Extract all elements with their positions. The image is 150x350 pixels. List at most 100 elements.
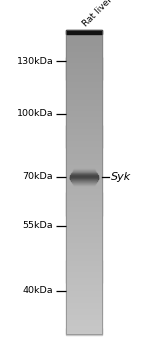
Bar xyxy=(66,85,102,87)
Bar xyxy=(66,82,102,83)
Bar xyxy=(66,279,102,280)
Bar xyxy=(72,172,96,173)
Bar xyxy=(66,298,102,299)
Bar xyxy=(66,100,102,101)
Bar xyxy=(66,312,102,313)
Bar xyxy=(66,126,102,127)
Bar xyxy=(66,153,102,154)
Bar xyxy=(66,106,102,107)
Bar xyxy=(66,128,102,130)
Bar xyxy=(72,181,96,182)
Bar xyxy=(66,83,102,84)
Bar xyxy=(66,258,102,259)
Bar xyxy=(66,192,102,194)
Bar xyxy=(66,43,102,44)
Bar xyxy=(66,189,102,190)
Bar xyxy=(66,297,102,298)
Bar xyxy=(66,133,102,135)
Bar xyxy=(66,129,102,131)
Bar xyxy=(66,149,102,151)
Bar xyxy=(66,103,102,104)
Bar xyxy=(66,303,102,304)
Bar xyxy=(66,174,102,175)
Bar xyxy=(66,32,102,33)
Text: Rat liver: Rat liver xyxy=(81,0,114,28)
Bar xyxy=(66,188,102,189)
Bar xyxy=(66,187,102,188)
Bar xyxy=(73,183,95,184)
Bar xyxy=(66,148,102,150)
Bar xyxy=(66,290,102,292)
Bar xyxy=(66,158,102,159)
Bar xyxy=(66,208,102,210)
Bar xyxy=(72,173,96,174)
Bar xyxy=(66,292,102,293)
Bar xyxy=(66,233,102,234)
Bar xyxy=(74,185,94,186)
Bar xyxy=(66,215,102,216)
Bar xyxy=(66,266,102,268)
Bar xyxy=(66,38,102,39)
Bar xyxy=(66,56,102,57)
Bar xyxy=(66,147,102,149)
Bar xyxy=(66,65,102,66)
Bar xyxy=(66,328,102,329)
Bar xyxy=(66,316,102,317)
Bar xyxy=(66,219,102,221)
Bar xyxy=(66,251,102,252)
Bar xyxy=(66,230,102,231)
Bar xyxy=(66,320,102,321)
Bar xyxy=(66,273,102,275)
Text: 130kDa: 130kDa xyxy=(16,57,53,66)
Bar xyxy=(66,86,102,88)
Bar xyxy=(66,98,102,99)
Bar xyxy=(66,270,102,272)
Bar xyxy=(66,115,102,116)
Bar xyxy=(70,177,98,178)
Bar xyxy=(66,205,102,207)
Bar xyxy=(66,66,102,68)
Bar xyxy=(66,204,102,206)
Bar xyxy=(66,203,102,205)
Bar xyxy=(66,41,102,42)
Bar xyxy=(66,121,102,122)
Bar xyxy=(66,280,102,282)
Bar xyxy=(66,281,102,283)
Bar xyxy=(66,97,102,98)
Bar xyxy=(66,302,102,303)
Bar xyxy=(66,112,102,113)
Bar xyxy=(73,170,95,171)
Bar xyxy=(66,186,102,188)
Bar xyxy=(66,33,102,34)
Bar xyxy=(66,110,102,111)
Bar xyxy=(66,194,102,196)
Bar xyxy=(66,69,102,71)
Bar xyxy=(66,91,102,92)
Bar xyxy=(66,169,102,170)
Bar xyxy=(66,201,102,203)
Bar xyxy=(66,172,102,173)
Bar xyxy=(66,92,102,93)
Text: 40kDa: 40kDa xyxy=(23,286,53,295)
Bar xyxy=(70,176,98,177)
Bar xyxy=(66,76,102,78)
Bar xyxy=(66,299,102,300)
Bar xyxy=(66,142,102,144)
Bar xyxy=(66,272,102,274)
Bar xyxy=(66,63,102,65)
Bar xyxy=(66,276,102,278)
Bar xyxy=(66,53,102,55)
Bar xyxy=(66,227,102,228)
Bar xyxy=(66,89,102,90)
Bar xyxy=(66,274,102,276)
Bar xyxy=(66,30,102,34)
Bar xyxy=(66,44,102,46)
Bar xyxy=(66,262,102,264)
Bar xyxy=(66,54,102,56)
Bar xyxy=(66,176,102,177)
Bar xyxy=(66,289,102,291)
Bar xyxy=(66,265,102,267)
Bar xyxy=(66,113,102,114)
Bar xyxy=(66,94,102,95)
Bar xyxy=(66,76,102,77)
